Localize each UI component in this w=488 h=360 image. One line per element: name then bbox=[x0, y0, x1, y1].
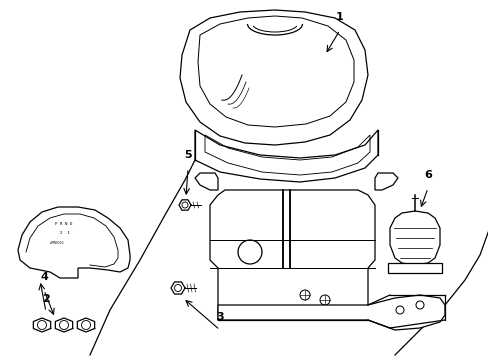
Text: oPRND21: oPRND21 bbox=[50, 241, 65, 245]
Polygon shape bbox=[195, 173, 218, 190]
Polygon shape bbox=[195, 130, 377, 182]
Polygon shape bbox=[209, 190, 374, 320]
Polygon shape bbox=[18, 207, 130, 278]
Polygon shape bbox=[218, 295, 444, 330]
Text: 6: 6 bbox=[423, 170, 431, 180]
Text: 3: 3 bbox=[216, 312, 224, 322]
Text: 2  1: 2 1 bbox=[60, 231, 70, 235]
Polygon shape bbox=[389, 211, 439, 265]
Polygon shape bbox=[180, 10, 367, 145]
Text: 2: 2 bbox=[42, 294, 50, 304]
Text: 4: 4 bbox=[40, 272, 48, 282]
Text: 1: 1 bbox=[335, 12, 343, 22]
Polygon shape bbox=[387, 263, 441, 273]
Text: P R N D: P R N D bbox=[55, 222, 72, 226]
Polygon shape bbox=[374, 173, 397, 190]
Text: 5: 5 bbox=[184, 150, 191, 160]
